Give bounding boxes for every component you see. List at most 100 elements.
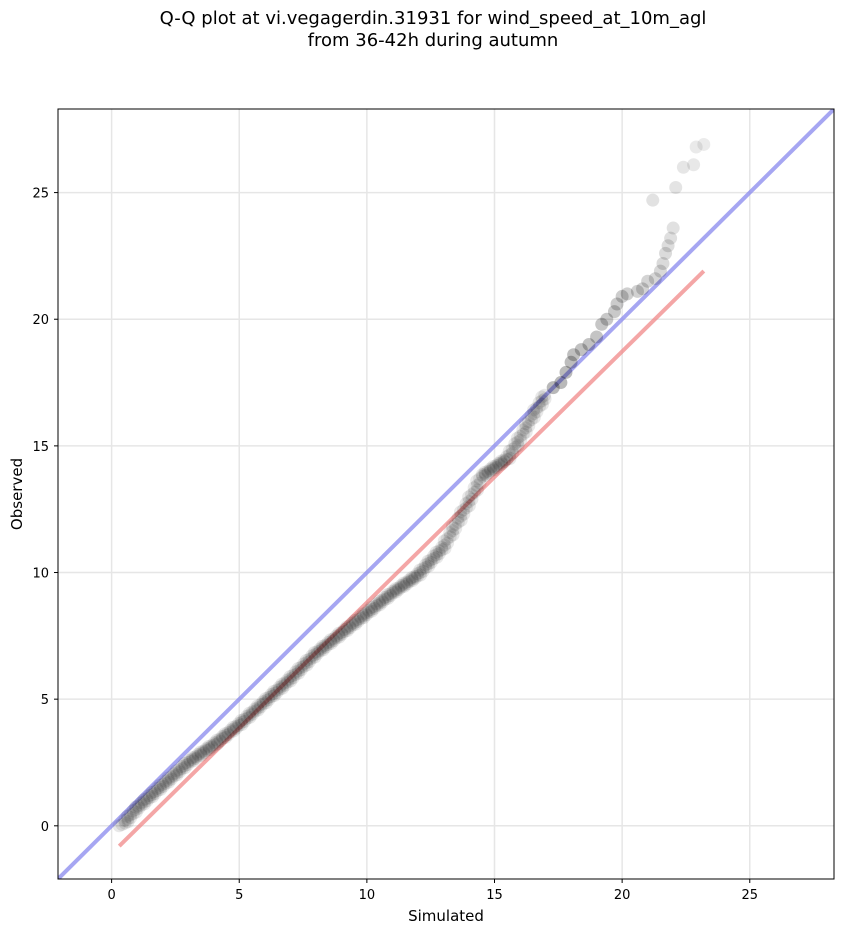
data-point (156, 779, 170, 793)
data-point (286, 668, 300, 682)
data-point (229, 721, 243, 735)
data-point (646, 193, 660, 207)
data-point (299, 653, 313, 667)
data-points (112, 137, 711, 833)
data-point (340, 622, 354, 636)
data-point (519, 425, 533, 439)
data-point (574, 343, 588, 357)
y-tick-label: 15 (32, 440, 49, 455)
data-point (513, 429, 527, 443)
data-point (142, 789, 156, 803)
data-point (538, 388, 552, 402)
data-point (137, 797, 151, 811)
data-point (129, 800, 143, 814)
data-point (484, 464, 498, 478)
data-point (438, 538, 452, 552)
x-tick-label: 10 (359, 888, 376, 903)
data-point (305, 649, 319, 663)
data-point (590, 330, 604, 344)
data-point (405, 570, 419, 584)
data-point (676, 160, 690, 174)
reference-lines (58, 109, 834, 879)
data-point (219, 730, 233, 744)
data-point (384, 589, 398, 603)
data-point (351, 614, 365, 628)
data-point (497, 453, 511, 467)
data-point (264, 687, 278, 701)
fit-line (117, 269, 706, 848)
data-point (429, 545, 443, 559)
data-point (495, 457, 509, 471)
data-point (180, 755, 194, 769)
data-point (473, 476, 487, 490)
data-point (324, 636, 338, 650)
data-point (449, 522, 463, 536)
data-point (521, 415, 535, 429)
data-point (335, 625, 349, 639)
data-point (194, 748, 208, 762)
data-point (272, 680, 286, 694)
data-point (470, 478, 484, 492)
data-point (137, 795, 151, 809)
data-point (316, 643, 330, 657)
data-point (454, 509, 468, 523)
data-point (365, 604, 379, 618)
data-point (238, 714, 252, 728)
y-tick-label: 10 (32, 567, 49, 582)
data-point (170, 768, 184, 782)
data-point (294, 660, 308, 674)
data-point (527, 407, 541, 421)
data-point (140, 794, 154, 808)
data-point (305, 651, 319, 665)
data-point (318, 638, 332, 652)
data-point (224, 725, 238, 739)
data-point (280, 673, 294, 687)
data-point (262, 693, 276, 707)
data-point (516, 427, 530, 441)
chart-title-line2: from 36-42h during autumn (307, 30, 559, 51)
data-point (329, 629, 343, 643)
data-point (532, 399, 546, 413)
data-point (302, 652, 316, 666)
x-axis-label: Simulated (408, 907, 484, 925)
data-point (503, 448, 517, 462)
data-point (389, 585, 403, 599)
x-tick-label: 5 (235, 888, 243, 903)
data-point (148, 787, 162, 801)
data-point (476, 469, 490, 483)
data-point (235, 715, 249, 729)
y-axis-label: Observed (8, 458, 26, 530)
data-point (353, 610, 367, 624)
data-point (175, 762, 189, 776)
data-point (356, 609, 370, 623)
y-tick-label: 5 (41, 693, 49, 708)
data-point (321, 636, 335, 650)
data-point (273, 682, 287, 696)
data-point (246, 707, 260, 721)
data-point (468, 485, 482, 499)
data-point (397, 579, 411, 593)
data-point (253, 698, 267, 712)
data-point (502, 444, 516, 458)
data-point (343, 619, 357, 633)
data-point (470, 483, 484, 497)
data-point (232, 718, 246, 732)
data-point (456, 503, 470, 517)
data-point (630, 284, 644, 298)
data-point (124, 811, 138, 825)
data-point (341, 624, 355, 638)
data-point (497, 455, 511, 469)
data-point (173, 765, 187, 779)
data-point (421, 554, 435, 568)
data-point (481, 464, 495, 478)
data-point (186, 754, 200, 768)
data-point (664, 231, 678, 245)
data-point (465, 488, 479, 502)
data-point (250, 699, 264, 713)
data-point (381, 591, 395, 605)
data-point (467, 481, 481, 495)
data-point (620, 287, 634, 301)
data-point (435, 543, 449, 557)
data-point (424, 553, 438, 567)
data-point (310, 645, 324, 659)
